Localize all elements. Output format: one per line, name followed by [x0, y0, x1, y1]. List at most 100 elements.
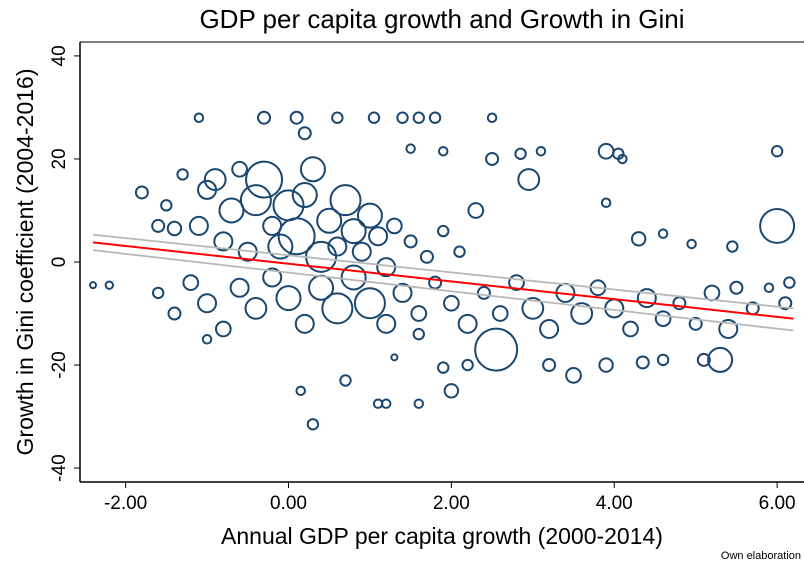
bubble — [428, 111, 442, 124]
bubble — [707, 346, 734, 373]
bubble — [437, 145, 449, 157]
bubble — [729, 280, 744, 295]
bubble — [703, 284, 721, 302]
bubble — [412, 111, 425, 124]
bubble — [521, 296, 545, 320]
bubble — [696, 352, 711, 367]
fit-line — [92, 241, 794, 320]
bubble — [316, 207, 343, 234]
bubble — [356, 202, 383, 229]
bubble — [277, 217, 316, 256]
bubble — [656, 353, 670, 367]
bubble — [453, 245, 466, 258]
x-tick-label: 4.00 — [596, 493, 633, 514]
bubble — [213, 231, 234, 252]
bubble — [413, 398, 425, 409]
bubble — [474, 327, 519, 372]
bubble — [368, 226, 389, 247]
bubble — [201, 334, 213, 345]
bubble — [508, 274, 525, 291]
bubble — [390, 353, 399, 362]
bubble — [166, 220, 183, 237]
bubble — [267, 233, 294, 260]
bubble — [770, 145, 784, 158]
bubble — [570, 302, 594, 325]
bubble — [151, 218, 166, 233]
bubble — [295, 385, 306, 397]
ci-line — [92, 249, 794, 332]
bubble — [321, 292, 354, 325]
bubble — [597, 142, 615, 160]
bubble — [340, 264, 367, 291]
bubble — [340, 218, 367, 245]
bubble — [214, 320, 232, 338]
bubble — [514, 147, 527, 160]
x-axis-label: Annual GDP per capita growth (2000-2014) — [221, 523, 663, 549]
bubble — [443, 294, 460, 312]
bubble — [176, 168, 189, 181]
bubble — [657, 228, 669, 239]
bubble — [486, 112, 498, 123]
bubble — [244, 296, 268, 320]
bubble — [275, 285, 302, 312]
bubble — [535, 145, 547, 157]
bubble — [517, 168, 541, 191]
bubble — [367, 111, 381, 124]
bubble — [485, 151, 500, 166]
bubble — [339, 374, 352, 387]
bubble — [622, 320, 639, 338]
bubble — [262, 267, 283, 288]
bubble — [257, 110, 272, 125]
bubble — [565, 367, 582, 384]
x-tick-label: 2.00 — [433, 493, 470, 514]
bubble — [763, 282, 775, 294]
y-axis-label: Growth in Gini coefficient (2004-2016) — [12, 69, 38, 456]
bubble — [351, 241, 372, 262]
bubble — [89, 281, 98, 290]
bubble — [245, 160, 284, 199]
bubble — [376, 313, 397, 334]
bubble — [396, 111, 409, 124]
chart-title: GDP per capita growth and Growth in Gini — [199, 4, 684, 34]
bubble — [617, 153, 628, 165]
bubble — [636, 288, 657, 309]
bubble — [231, 160, 248, 178]
bubble — [654, 310, 672, 328]
y-tick-label: 20 — [49, 148, 70, 169]
bubble — [331, 111, 344, 124]
bubble — [688, 316, 703, 331]
bubble — [134, 185, 149, 200]
x-tick-label: 6.00 — [759, 493, 796, 514]
bubble — [160, 199, 173, 212]
bubble — [218, 197, 245, 224]
bubble — [726, 240, 739, 253]
plot-area — [89, 110, 796, 431]
bubble — [491, 305, 509, 322]
bubble — [372, 398, 384, 409]
bubble — [539, 318, 560, 339]
bubble — [386, 217, 403, 235]
bubble — [405, 143, 416, 154]
bubble — [457, 313, 478, 334]
bubble — [778, 296, 793, 311]
bubble — [759, 207, 796, 244]
bubble — [437, 361, 450, 374]
y-tick-label: 40 — [49, 45, 70, 66]
note: Own elaboration — [721, 550, 801, 562]
bubble — [403, 234, 418, 249]
bubble — [783, 276, 796, 289]
bubble — [167, 306, 182, 321]
ci-line — [92, 233, 794, 310]
bubble — [635, 355, 650, 370]
x-tick-label: -2.00 — [104, 493, 147, 514]
bubble — [294, 313, 315, 334]
bubble — [419, 249, 434, 264]
y-tick-label: -40 — [49, 454, 70, 481]
bubble — [297, 126, 312, 141]
bubble — [289, 110, 304, 125]
y-tick-label: -20 — [49, 351, 70, 378]
bubble — [188, 215, 209, 236]
bubble — [476, 285, 491, 300]
bubble — [104, 280, 114, 290]
